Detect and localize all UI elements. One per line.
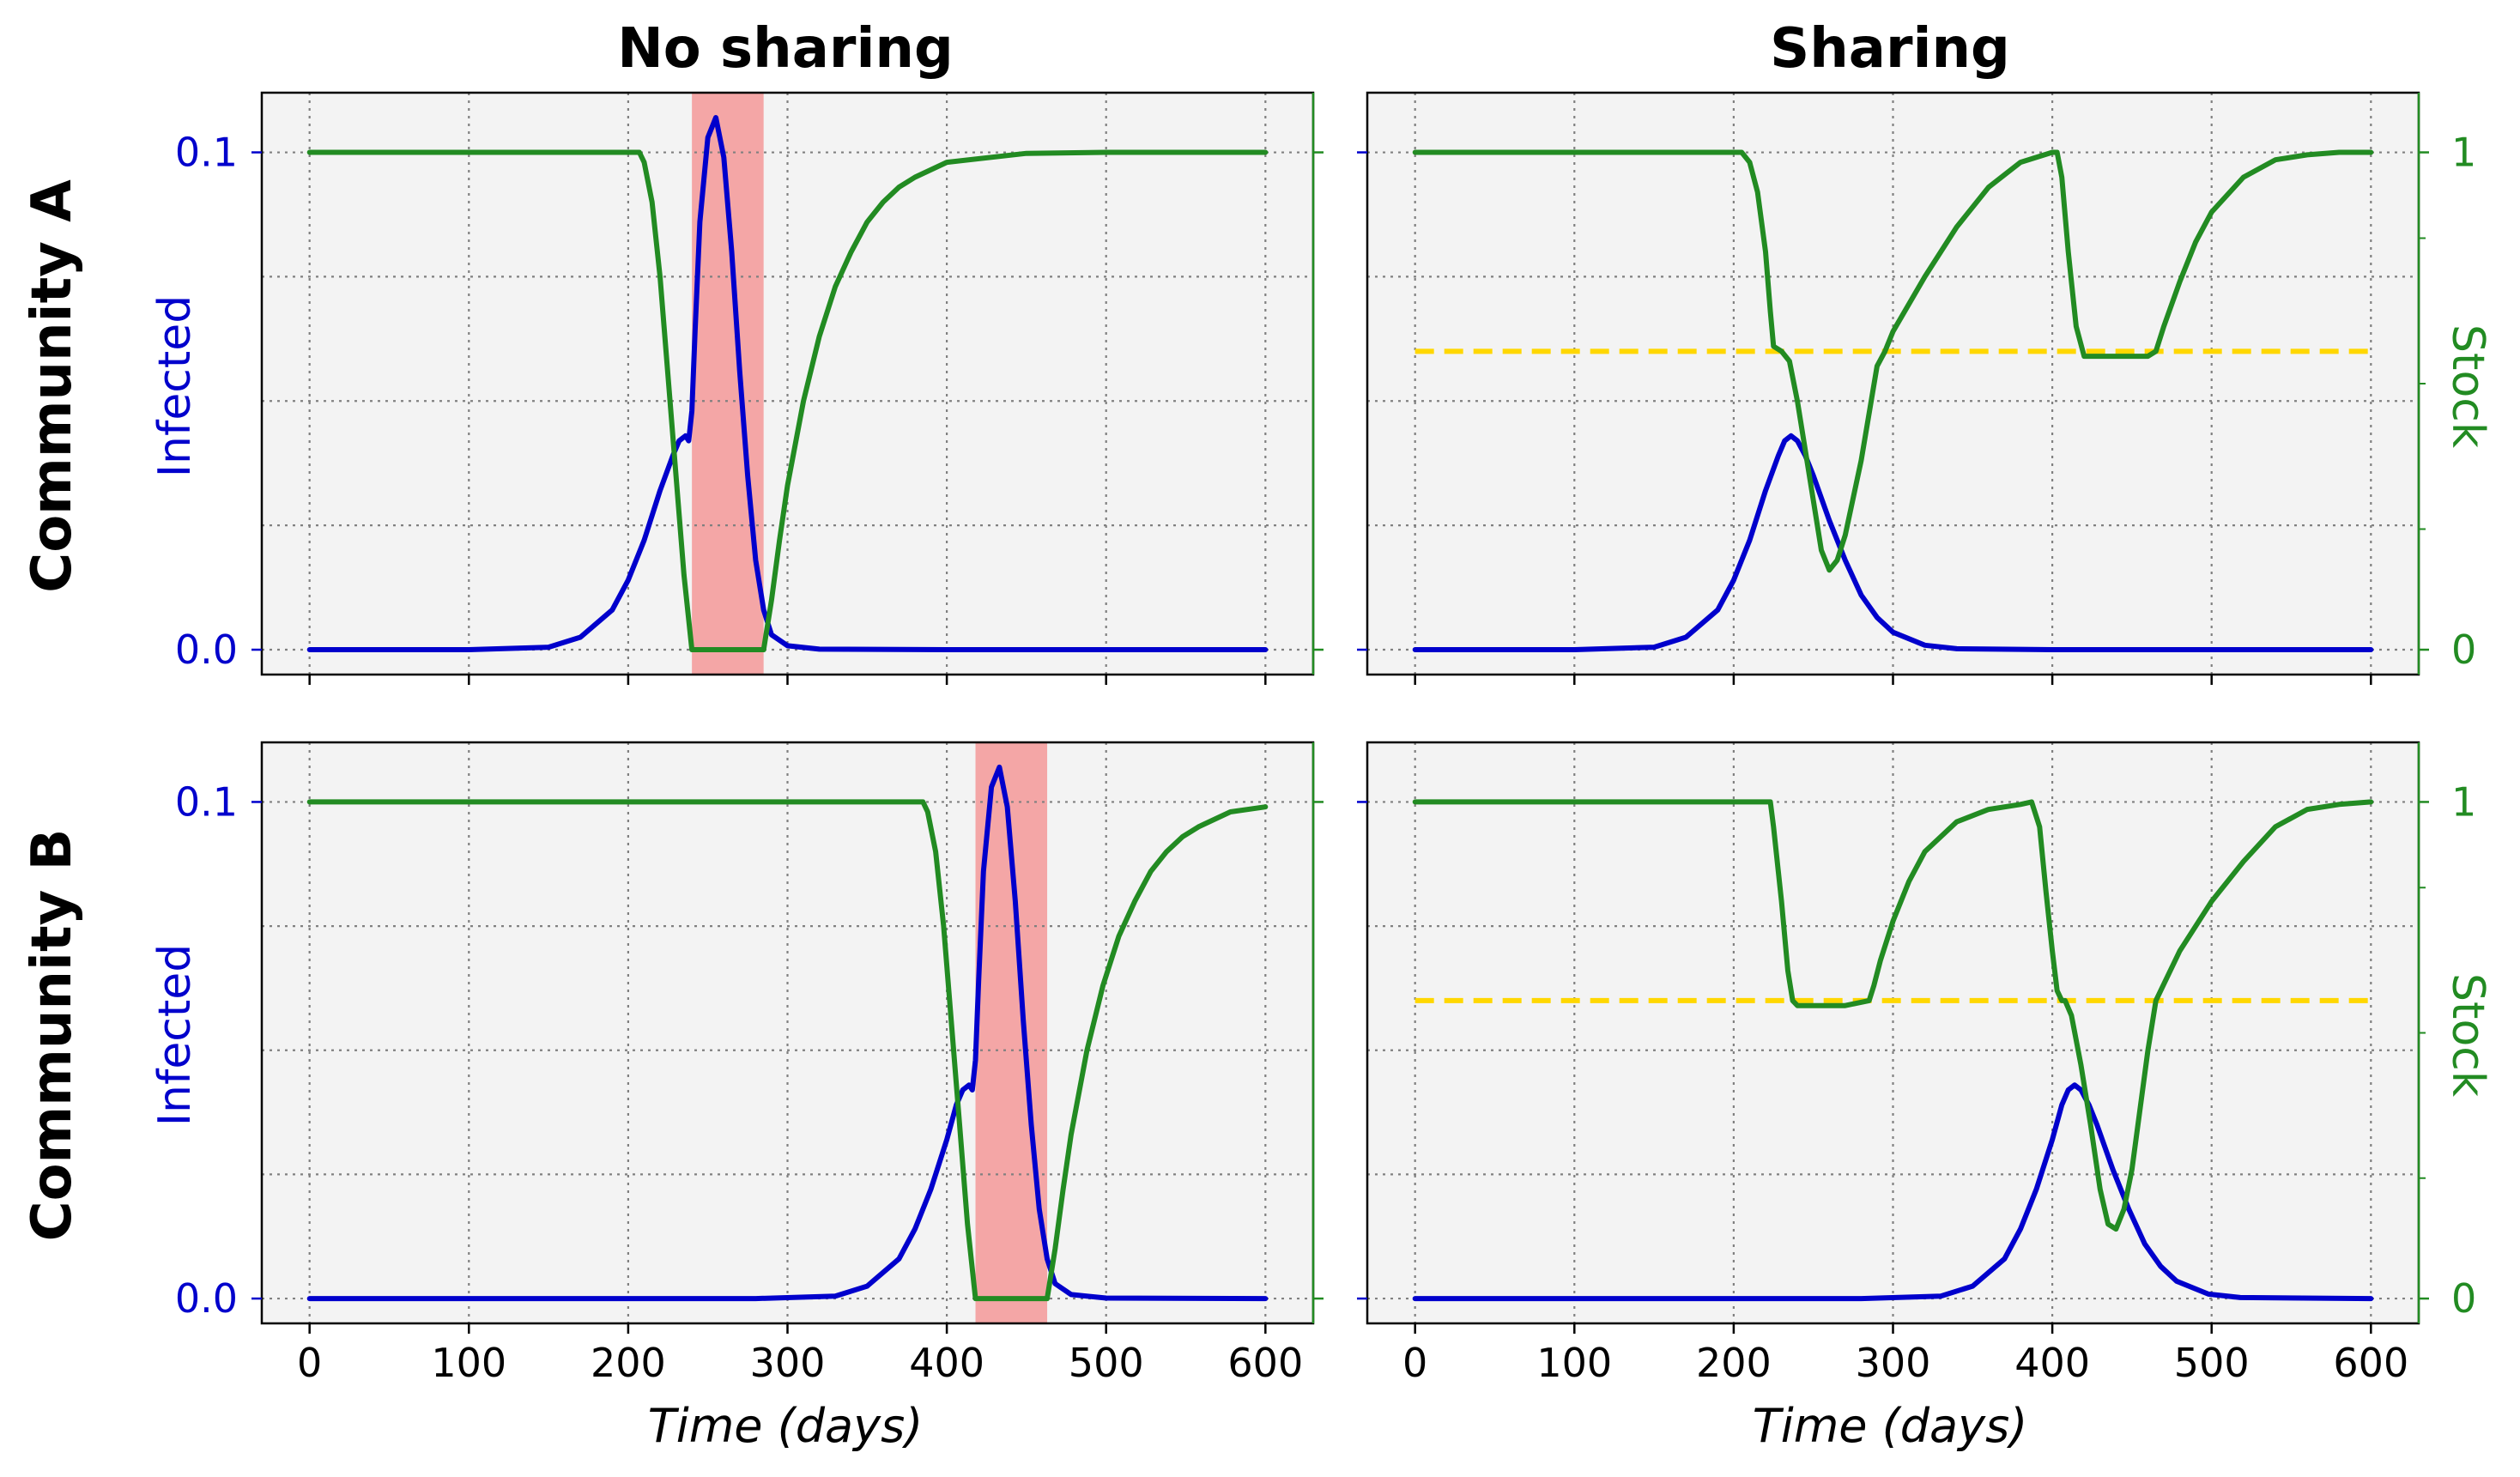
community-a-sharing-stock-line: [1412, 149, 2374, 573]
y-axis-label-infected-a: Infected: [149, 295, 201, 478]
community-a-no-sharing-left-tick-label: 0.1: [175, 130, 238, 176]
community-b-no-sharing-left-tick-label: 0.1: [175, 778, 238, 825]
community-a-no-sharing-background: [262, 93, 1313, 675]
community-a-sharing-right-tick-label: 0: [2451, 627, 2476, 673]
x-axis-label-sharing: Time (days): [1753, 1399, 2028, 1453]
community-b-sharing-x-tick-label: 500: [2174, 1340, 2250, 1386]
community-a-no-sharing-panel: 0.0 0.1: [175, 91, 1324, 685]
community-a-sharing-infected-line: [1412, 433, 2374, 652]
community-b-no-sharing-stock-line: [306, 799, 1269, 1302]
community-b-sharing-panel: 0 100 200 300 400 500 600 0 1: [1357, 741, 2476, 1386]
community-b-sharing-background: [1367, 742, 2419, 1323]
community-b-sharing-stock-line: [1412, 799, 2374, 1232]
community-b-no-sharing-x-tick-label: 500: [1069, 1340, 1144, 1386]
community-b-sharing-x-tick-label: 300: [1856, 1340, 1931, 1386]
community-b-no-sharing-x-tick-label: 200: [591, 1340, 666, 1386]
community-b-no-sharing-x-tick-label: 100: [431, 1340, 506, 1386]
y-axis-label-infected-b: Infected: [149, 944, 201, 1127]
community-b-no-sharing-left-tick-label: 0.0: [175, 1275, 238, 1322]
row-label-community-a: Community A: [21, 179, 84, 593]
y-axis-label-stock-a: Stock: [2442, 324, 2493, 448]
row-label-community-b: Community B: [21, 829, 84, 1242]
community-b-no-sharing-background: [262, 742, 1313, 1323]
community-b-sharing-x-tick-label: 200: [1696, 1340, 1772, 1386]
community-a-no-sharing-stock-line: [306, 149, 1269, 652]
column-title-no-sharing: No sharing: [617, 17, 954, 81]
x-axis-label-no-sharing: Time (days): [648, 1399, 924, 1453]
community-b-sharing-right-tick-label: 1: [2451, 778, 2476, 825]
community-b-sharing-x-tick-label: 400: [2014, 1340, 2090, 1386]
community-a-sharing-background: [1367, 93, 2419, 675]
community-b-no-sharing-infected-line: [306, 764, 1269, 1302]
community-b-no-sharing-x-tick-label: 0: [297, 1340, 322, 1386]
community-b-no-sharing-x-tick-label: 400: [909, 1340, 984, 1386]
community-a-no-sharing-left-tick-label: 0.0: [175, 627, 238, 673]
community-a-sharing-right-tick-label: 1: [2451, 130, 2476, 176]
community-b-no-sharing-x-tick-label: 300: [750, 1340, 826, 1386]
community-b-sharing-x-tick-label: 600: [2333, 1340, 2408, 1386]
community-b-no-sharing-panel: 0 100 200 300 400 500 600 0.0 0.1: [175, 741, 1324, 1386]
community-b-sharing-infected-line: [1412, 1082, 2374, 1302]
community-a-sharing-panel: 01: [1357, 91, 2476, 685]
column-title-sharing: Sharing: [1770, 17, 2010, 81]
community-b-no-sharing-x-tick-label: 600: [1227, 1340, 1303, 1386]
community-a-no-sharing-infected-line: [306, 115, 1269, 652]
community-b-sharing-right-tick-label: 0: [2451, 1275, 2476, 1322]
community-b-sharing-x-tick-label: 100: [1536, 1340, 1612, 1386]
community-b-sharing-x-tick-label: 0: [1402, 1340, 1427, 1386]
y-axis-label-stock-b: Stock: [2442, 973, 2493, 1097]
